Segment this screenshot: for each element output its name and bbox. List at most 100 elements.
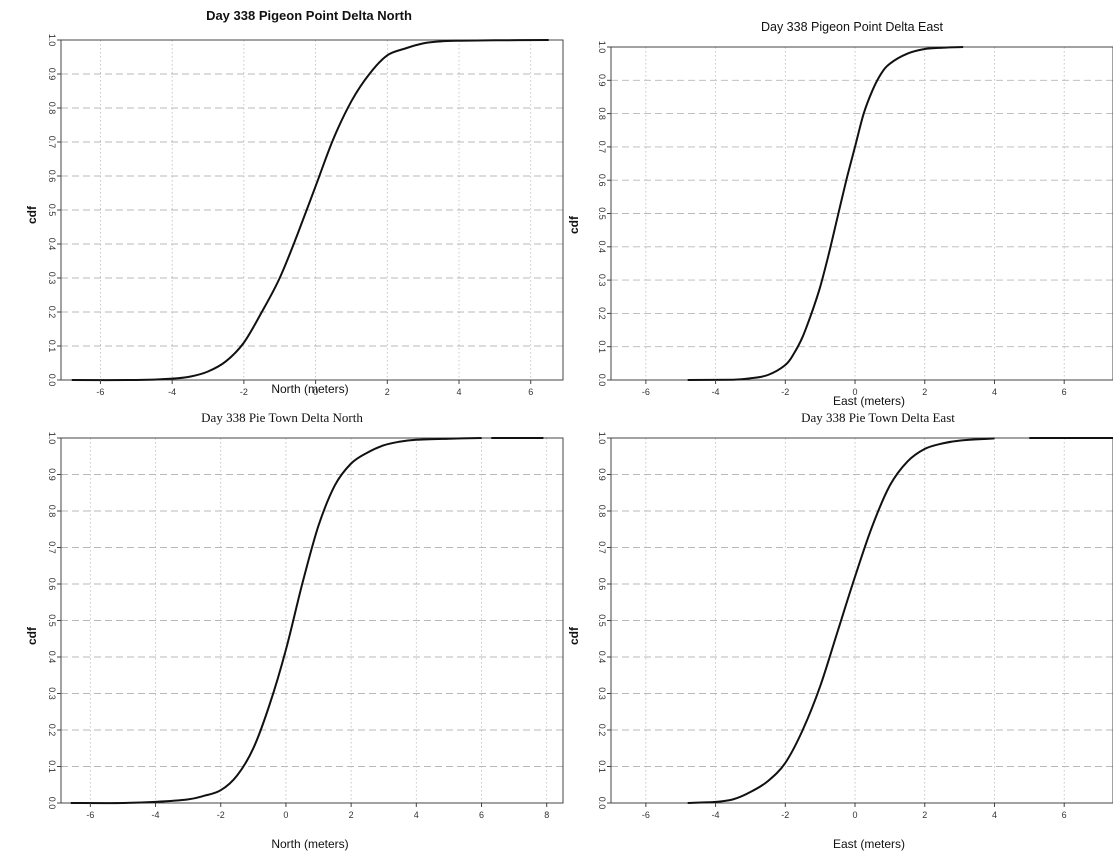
- y-tick-label: 0.3: [47, 687, 57, 700]
- chart-title: Day 338 Pie Town Delta North: [201, 410, 363, 425]
- y-tick-label: 0.1: [47, 760, 57, 773]
- y-tick-label: 0.6: [47, 578, 57, 591]
- x-tick-label: 2: [922, 387, 927, 397]
- y-tick-label: 0.5: [47, 614, 57, 627]
- y-tick-label: 0.0: [47, 374, 57, 387]
- x-tick-label: 2: [349, 810, 354, 820]
- y-tick-label: 0.1: [597, 340, 607, 353]
- x-tick-label: -6: [642, 810, 650, 820]
- y-tick-label: 1.0: [597, 432, 607, 445]
- y-tick-label: 1.0: [597, 41, 607, 54]
- x-tick-label: 2: [922, 810, 927, 820]
- y-tick-label: 0.8: [47, 505, 57, 518]
- y-axis-label: cdf: [567, 215, 581, 234]
- y-tick-label: 0.8: [597, 505, 607, 518]
- x-tick-label: -4: [168, 387, 176, 397]
- y-tick-label: 0.3: [597, 687, 607, 700]
- x-tick-label: -6: [642, 387, 650, 397]
- data-series: [687, 46, 964, 381]
- x-tick-label: -6: [86, 810, 94, 820]
- x-tick-label: -4: [152, 810, 160, 820]
- x-axis-label: North (meters): [271, 382, 348, 396]
- grid-lines: [611, 437, 1113, 803]
- y-tick-label: 0.4: [47, 651, 57, 664]
- y-axis-label: cdf: [567, 626, 581, 645]
- grid-lines: [611, 46, 1113, 380]
- axis-ticks: 0.0 0.1 0.2 0.3 0.4 0.5 0.6 0.7 0.8 0.9 1.0 -6 -4 -2 0…: [47, 34, 533, 397]
- chart-pigeon-east: Day 338 Pigeon Point Delta East 0.00.10.…: [567, 20, 1113, 408]
- y-tick-label: 0.9: [47, 68, 57, 81]
- y-tick-label: 0.5: [597, 614, 607, 627]
- y-tick-label: 1.0: [47, 432, 57, 445]
- data-series: [70, 436, 544, 805]
- x-axis-label: North (meters): [271, 837, 348, 851]
- x-tick-label: 4: [414, 810, 419, 820]
- y-tick-label: 0.1: [597, 760, 607, 773]
- x-tick-label: 8: [544, 810, 549, 820]
- x-tick-label: 0: [853, 387, 858, 397]
- y-tick-label: 0.0: [597, 797, 607, 810]
- plot-frame: [60, 39, 564, 381]
- x-tick-label: -4: [712, 810, 720, 820]
- axis-ticks: 0.0 0.1 0.2 0.3 0.4 0.5 0.6 0.7 0.8 0.9 1.0 -6 -4 -2 0…: [597, 41, 1067, 397]
- y-tick-label: 0.6: [597, 578, 607, 591]
- x-tick-label: -2: [781, 387, 789, 397]
- data-series: [687, 436, 1113, 804]
- y-tick-label: 0.6: [597, 174, 607, 187]
- y-tick-label: 0.5: [597, 207, 607, 220]
- chart-pigeon-north: Day 338 Pigeon Point Delta North 0.00.10…: [25, 8, 564, 397]
- y-axis-label: cdf: [25, 205, 39, 224]
- y-tick-label: 0.8: [597, 107, 607, 120]
- x-tick-label: 0: [313, 387, 318, 397]
- cdf-line-0: [70, 437, 482, 805]
- chart-pietown-north: Day 338 Pie Town Delta North 0.0 0.1 0.2 0.…: [25, 410, 564, 851]
- y-tick-label: 0.9: [597, 468, 607, 481]
- x-tick-label: -2: [217, 810, 225, 820]
- y-tick-label: 0.0: [47, 797, 57, 810]
- grid-lines: [61, 437, 563, 803]
- y-tick-label: 0.7: [47, 136, 57, 149]
- cdf-line-0: [71, 39, 549, 382]
- y-tick-label: 0.2: [47, 724, 57, 737]
- grid-lines: [61, 39, 563, 380]
- x-tick-label: 2: [385, 387, 390, 397]
- y-tick-label: 0.7: [47, 541, 57, 554]
- y-tick-label: 0.8: [47, 102, 57, 115]
- axis-ticks: 0.0 0.1 0.2 0.3 0.4 0.5 0.6 0.7 0.8 0.9 1.0 -6 -4 -2 0…: [597, 432, 1067, 820]
- y-tick-label: 0.4: [597, 241, 607, 254]
- y-axis-label: cdf: [25, 626, 39, 645]
- x-axis-label: East (meters): [833, 837, 905, 851]
- plot-frame: [60, 437, 564, 804]
- axis-ticks: 0.0 0.1 0.2 0.3 0.4 0.5 0.6 0.7 0.8 0.9 1.0 -6 -4 -2 0…: [47, 432, 549, 820]
- y-tick-label: 0.4: [597, 651, 607, 664]
- cdf-line-0: [687, 46, 964, 381]
- x-tick-label: 0: [853, 810, 858, 820]
- x-tick-label: -2: [240, 387, 248, 397]
- x-tick-label: -2: [781, 810, 789, 820]
- plot-frame: [610, 437, 1113, 804]
- y-tick-label: 0.9: [47, 468, 57, 481]
- chart-title: Day 338 Pie Town Delta East: [801, 410, 955, 425]
- y-tick-label: 0.4: [47, 238, 57, 251]
- x-tick-label: 6: [1062, 810, 1067, 820]
- x-tick-label: 6: [1062, 387, 1067, 397]
- y-tick-label: 0.3: [597, 274, 607, 287]
- y-tick-label: 0.7: [597, 541, 607, 554]
- y-tick-label: 1.0: [47, 34, 57, 47]
- x-tick-label: 4: [457, 387, 462, 397]
- y-tick-label: 0.7: [597, 141, 607, 154]
- x-tick-label: 4: [992, 810, 997, 820]
- chart-pietown-east: Day 338 Pie Town Delta East 0.0 0.1 0.2 0.3…: [567, 410, 1113, 851]
- cdf-line-0: [687, 437, 995, 804]
- y-tick-label: 0.5: [47, 204, 57, 217]
- x-axis-label: East (meters): [833, 394, 905, 408]
- x-tick-label: 6: [528, 387, 533, 397]
- y-tick-label: 0.9: [597, 74, 607, 87]
- x-tick-label: 6: [479, 810, 484, 820]
- data-series: [71, 39, 549, 382]
- y-tick-label: 0.2: [47, 306, 57, 319]
- y-tick-label: 0.2: [597, 724, 607, 737]
- y-tick-label: 0.0: [597, 374, 607, 387]
- x-tick-label: 4: [992, 387, 997, 397]
